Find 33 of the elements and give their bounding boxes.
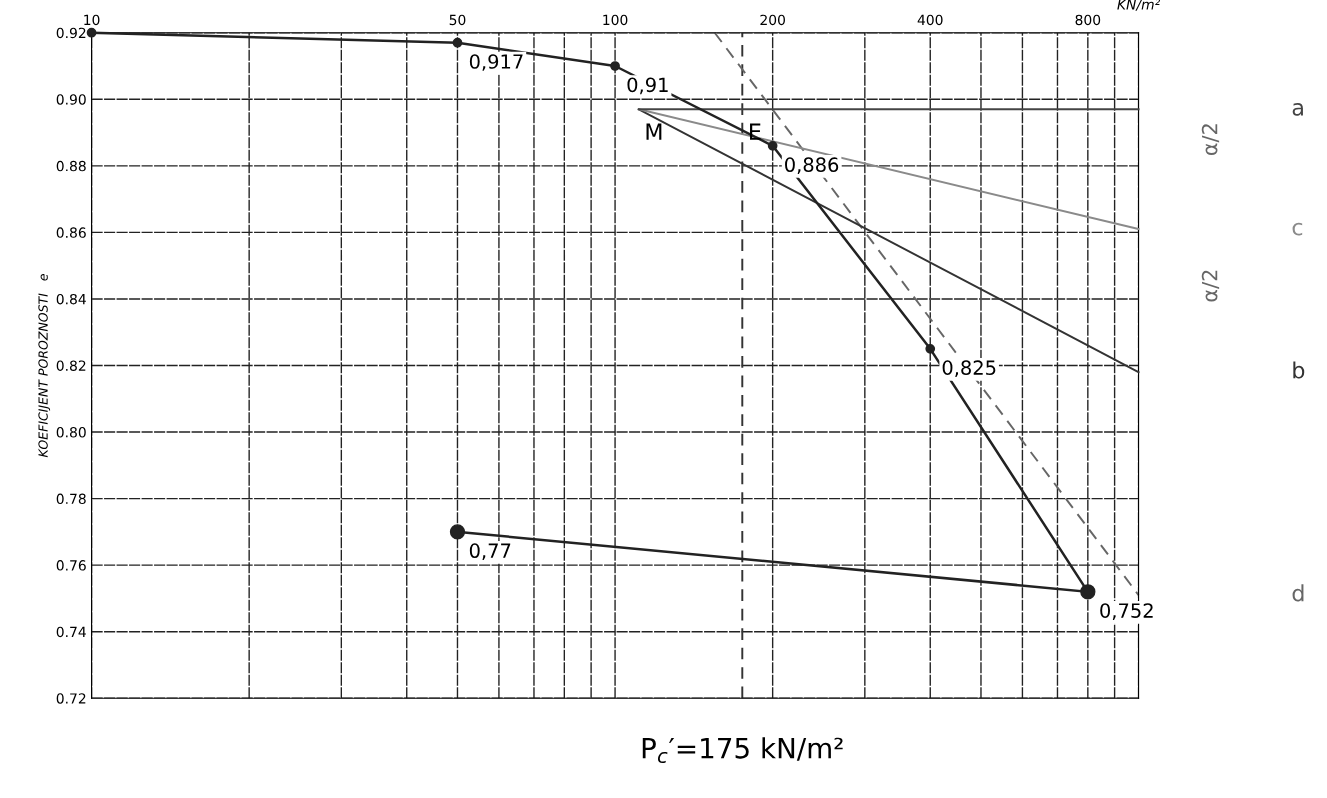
- text: α/2: [1201, 124, 1220, 156]
- x-tick-label: 400: [917, 14, 943, 26]
- y-tick-label: 0.82: [56, 360, 86, 371]
- x-tick-label: 800: [1075, 14, 1101, 26]
- text: c: [1292, 222, 1303, 236]
- x-tick-label: 200: [760, 14, 785, 26]
- x-tick-label: 50: [449, 14, 466, 26]
- y-tick-label: 0.90: [56, 94, 86, 105]
- data-label: 0,886: [785, 157, 839, 174]
- text: α/2: [1201, 270, 1220, 302]
- x-tick-label: 10: [84, 14, 100, 26]
- data-label: 0,917: [469, 54, 523, 71]
- data-label: 0,825: [942, 360, 996, 377]
- data-label: 0,77: [469, 543, 511, 561]
- text: a: [1292, 102, 1303, 116]
- y-tick-label: 0.72: [56, 693, 86, 704]
- text: b: [1293, 361, 1305, 379]
- y-axis-title: KOEFICIJENT POROZNOSTI e: [38, 274, 51, 458]
- y-tick-label: 0.76: [56, 560, 86, 571]
- annotation: M: [646, 123, 662, 140]
- y-tick-label: 0.80: [56, 427, 86, 438]
- data-label: 0,752: [1100, 603, 1153, 620]
- text: d: [1292, 584, 1304, 602]
- y-tick-label: 0.86: [56, 227, 86, 238]
- y-tick-label: 0.84: [56, 293, 86, 305]
- y-tick-label: 0.74: [56, 626, 86, 638]
- x-tick-label: 100: [603, 14, 628, 26]
- ref-line-label: P$_{c}$′=175 kN/m²: [642, 737, 843, 764]
- y-tick-label: 0.78: [56, 493, 86, 505]
- data-label: 0,91: [627, 77, 668, 95]
- y-tick-label: 0.88: [56, 160, 86, 172]
- y-tick-label: 0.92: [56, 27, 86, 39]
- x-axis-title: KN/m²: [1117, 0, 1160, 11]
